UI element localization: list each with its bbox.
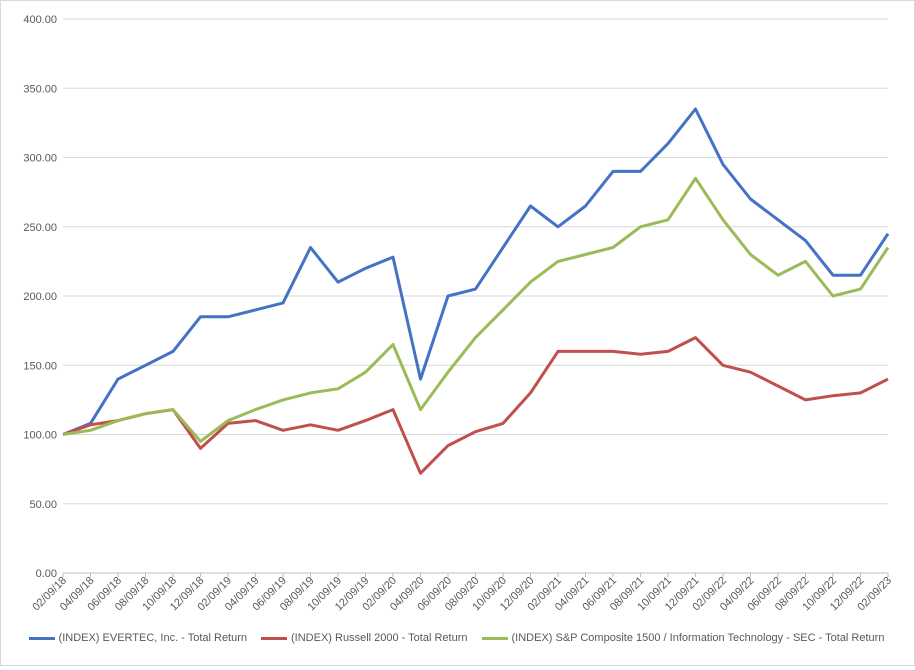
y-tick-label: 100.00 [23,430,57,442]
y-tick-label: 50.00 [29,499,57,511]
legend-swatch [28,636,55,640]
legend-item-1: (INDEX) Russell 2000 - Total Return [261,632,468,644]
y-tick-label: 200.00 [23,291,57,303]
y-tick-label: 300.00 [23,153,57,165]
x-axis: 02/09/1804/09/1806/09/1808/09/1810/09/18… [30,573,894,613]
y-tick-label: 400.00 [23,14,57,26]
series-line-1 [62,336,889,475]
legend-label: (INDEX) Russell 2000 - Total Return [291,632,468,644]
legend-swatch [261,636,288,640]
y-tick-label: 0.00 [36,568,57,580]
y-tick-label: 350.00 [23,83,57,95]
y-tick-label: 250.00 [23,222,57,234]
y-tick-label: 150.00 [23,360,57,372]
y-axis: 0.00 50.00 100.00 150.00 200.00 250.00 300.00 3… [23,14,57,580]
series-line-0 [62,107,890,436]
series-lines [62,107,890,475]
series-line-2 [62,176,890,443]
legend-item-2: (INDEX) S&P Composite 1500 / Information… [481,632,885,644]
legend-swatch [481,636,508,640]
legend: (INDEX) EVERTEC, Inc. - Total Return (IND… [0,632,913,644]
legend-label: (INDEX) EVERTEC, Inc. - Total Return [58,632,248,644]
gridlines [63,18,888,574]
legend-label: (INDEX) S&P Composite 1500 / Information… [511,632,885,644]
legend-item-0: (INDEX) EVERTEC, Inc. - Total Return [28,632,248,644]
